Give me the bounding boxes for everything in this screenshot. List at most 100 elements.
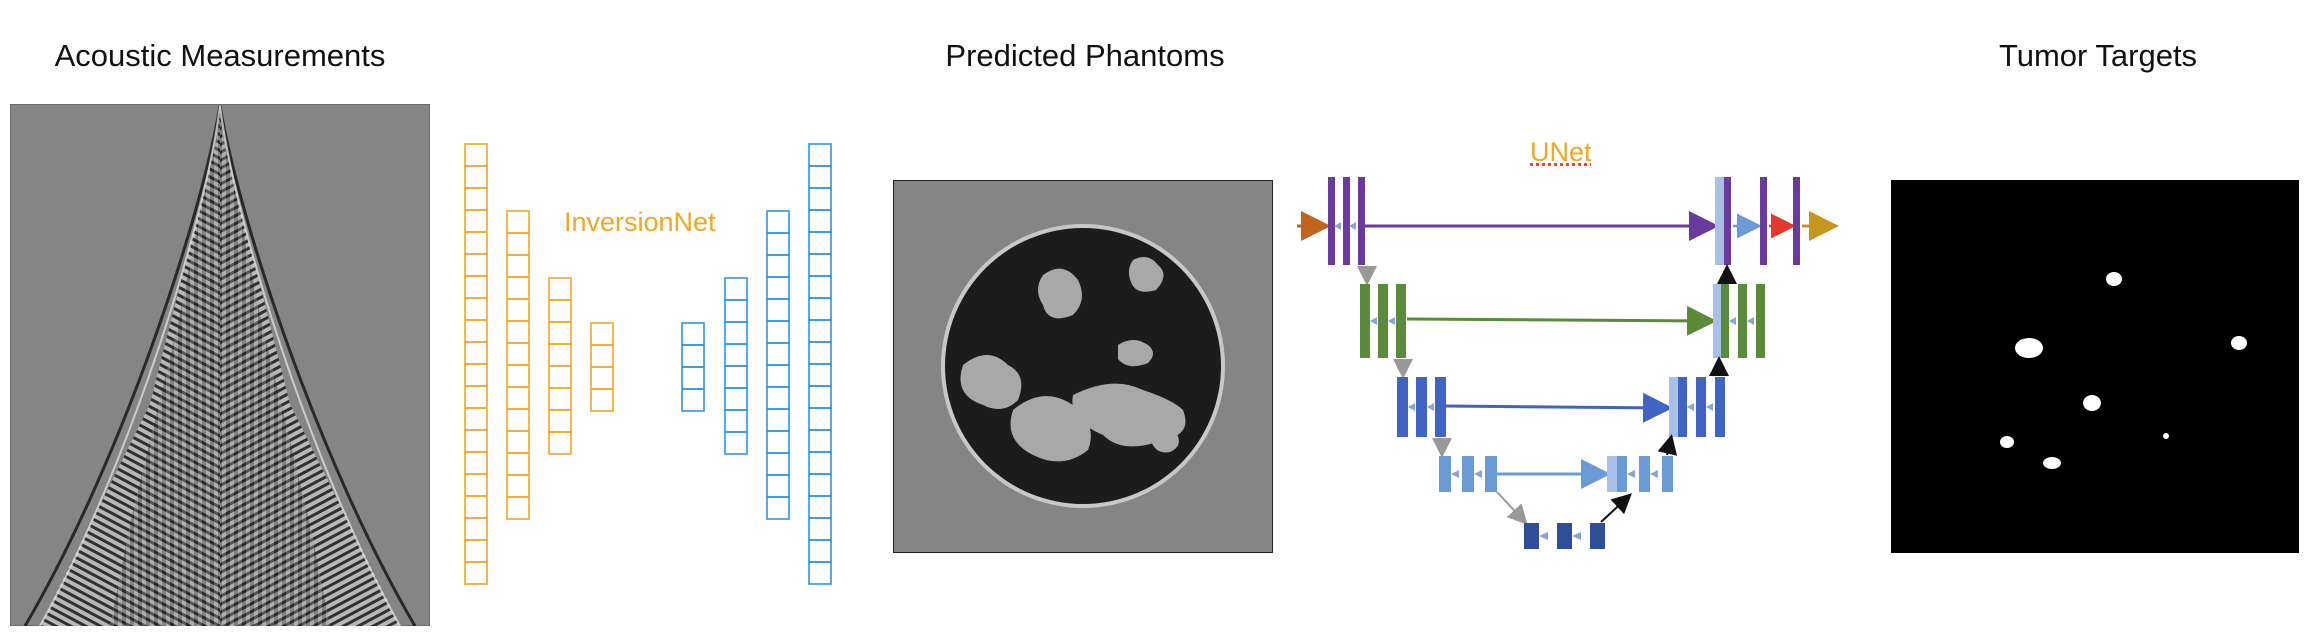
encoder-layer-cell (464, 385, 488, 409)
decoder-layer-cell (766, 452, 790, 476)
unet-label: UNet (1530, 137, 1592, 167)
unet-l1-enc-bar (1328, 177, 1335, 265)
decoder-layer-cell (724, 321, 748, 345)
decoder-layer-cell (808, 209, 832, 233)
inversionnet-label: InversionNet (564, 207, 716, 237)
predicted-phantom-image (893, 180, 1273, 553)
acoustic-wavefield-graphic (10, 104, 430, 626)
encoder-layer-cell (506, 210, 530, 234)
unet-l1-dec-bar (1793, 177, 1800, 265)
decoder-layer-cell (808, 473, 832, 497)
decoder-layer-cell (724, 343, 748, 367)
decoder-layer-cell (724, 431, 748, 455)
encoder-layer-cell (464, 231, 488, 255)
decoder-layer-cell (808, 517, 832, 541)
encoder-layer-cell (548, 321, 572, 345)
decoder-layer-cell (766, 474, 790, 498)
encoder-layer-cell (590, 322, 614, 346)
encoder-layer-cell (506, 496, 530, 520)
encoder-layer-cell (548, 365, 572, 389)
encoder-layer-cell (506, 320, 530, 344)
decoder-layer-cell (766, 298, 790, 322)
decoder-layer-cell (808, 341, 832, 365)
tumor-mask-graphic (1891, 180, 2299, 553)
acoustic-measurement-image (10, 104, 430, 626)
decoder-layer-cell (808, 187, 832, 211)
decoder-layer-cell (766, 408, 790, 432)
encoder-layer-cell (506, 298, 530, 322)
unet-l1-enc-bar (1358, 177, 1365, 265)
unet-l1-dec-bar (1760, 177, 1767, 265)
encoder-layer-cell (506, 386, 530, 410)
decoder-layer-cell (766, 430, 790, 454)
title-predicted-phantoms: Predicted Phantoms (945, 38, 1225, 73)
decoder-layer-cell (808, 231, 832, 255)
encoder-layer-cell (464, 517, 488, 541)
decoder-layer-cell (681, 366, 705, 390)
encoder-layer-cell (548, 343, 572, 367)
unet-l1-dec-bar (1715, 177, 1724, 265)
decoder-layer-cell (766, 496, 790, 520)
decoder-layer-cell (808, 539, 832, 563)
encoder-layer-cell (506, 364, 530, 388)
encoder-layer-cell (464, 187, 488, 211)
decoder-layer-cell (766, 232, 790, 256)
decoder-layer-cell (766, 254, 790, 278)
encoder-layer-cell (506, 408, 530, 432)
encoder-layer-cell (590, 366, 614, 390)
unet-diagram (1295, 170, 1840, 555)
decoder-layer-cell (808, 451, 832, 475)
encoder-layer-cell (464, 407, 488, 431)
decoder-layer-cell (808, 429, 832, 453)
encoder-layer-cell (506, 276, 530, 300)
encoder-layer-cell (548, 431, 572, 455)
decoder-layer-cell (724, 277, 748, 301)
decoder-layer-cell (766, 320, 790, 344)
decoder-layer-cell (766, 386, 790, 410)
phantom-graphic (893, 180, 1273, 553)
title-tumor-targets: Tumor Targets (1998, 38, 2198, 73)
encoder-layer-cell (464, 341, 488, 365)
encoder-layer-cell (548, 409, 572, 433)
decoder-layer-cell (724, 299, 748, 323)
encoder-layer-cell (464, 473, 488, 497)
encoder-layer-cell (464, 253, 488, 277)
decoder-layer-cell (808, 319, 832, 343)
encoder-layer-cell (464, 143, 488, 167)
skip-connection-l2 (1406, 305, 1717, 336)
tumor-target-image (1891, 180, 2299, 553)
decoder-layer-cell (681, 322, 705, 346)
encoder-layer-cell (464, 319, 488, 343)
decoder-layer-cell (808, 275, 832, 299)
encoder-layer-cell (464, 165, 488, 189)
encoder-layer-cell (590, 344, 614, 368)
encoder-layer-cell (464, 275, 488, 299)
decoder-layer-cell (808, 253, 832, 277)
encoder-layer-cell (464, 539, 488, 563)
encoder-layer-cell (506, 232, 530, 256)
unet-layers (1297, 177, 1839, 549)
unet-l1-dec-bar (1724, 177, 1731, 265)
encoder-layer-cell (464, 429, 488, 453)
decoder-layer-cell (808, 385, 832, 409)
encoder-layer-cell (548, 387, 572, 411)
encoder-layer-cell (464, 451, 488, 475)
decoder-layer-cell (808, 363, 832, 387)
encoder-layer-cell (548, 299, 572, 323)
title-acoustic-measurements: Acoustic Measurements (54, 38, 386, 73)
inversionnet-diagram (455, 140, 855, 600)
decoder-layer-cell (766, 342, 790, 366)
inversionnet-layers (464, 143, 832, 585)
encoder-layer-cell (464, 209, 488, 233)
decoder-layer-cell (808, 495, 832, 519)
decoder-layer-cell (724, 365, 748, 389)
decoder-layer-cell (724, 387, 748, 411)
decoder-layer-cell (808, 297, 832, 321)
encoder-layer-cell (590, 388, 614, 412)
decoder-layer-cell (766, 210, 790, 234)
encoder-layer-cell (506, 430, 530, 454)
decoder-layer-cell (808, 143, 832, 167)
encoder-layer-cell (506, 254, 530, 278)
decoder-layer-cell (766, 276, 790, 300)
encoder-layer-cell (548, 277, 572, 301)
